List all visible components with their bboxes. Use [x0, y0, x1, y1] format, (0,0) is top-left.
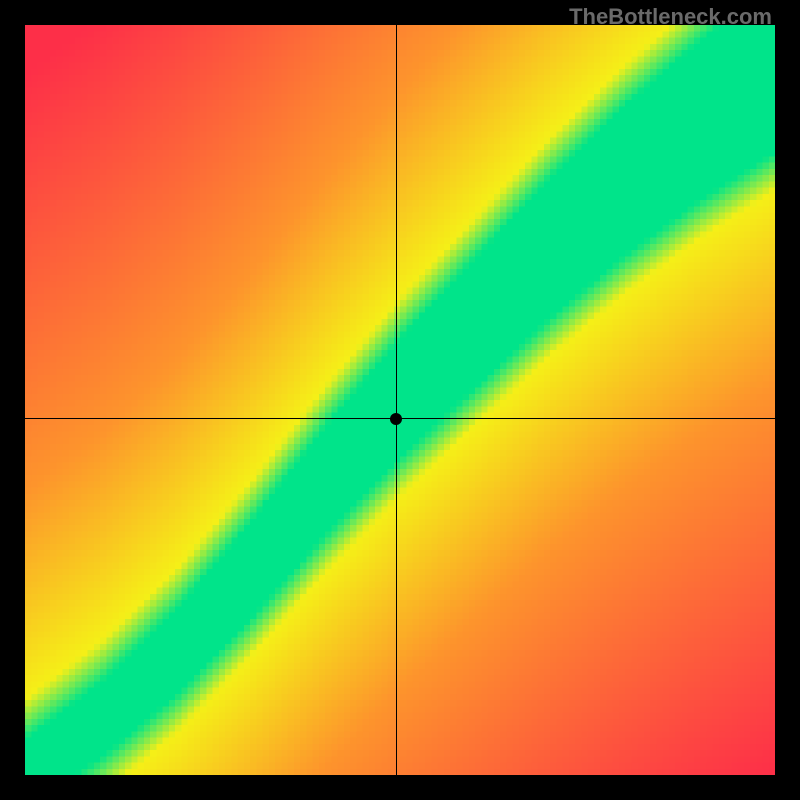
- watermark-text: TheBottleneck.com: [569, 4, 772, 30]
- selection-marker: [390, 413, 402, 425]
- heatmap-container: [25, 25, 775, 775]
- crosshair-vertical: [396, 25, 397, 775]
- bottleneck-heatmap: [25, 25, 775, 775]
